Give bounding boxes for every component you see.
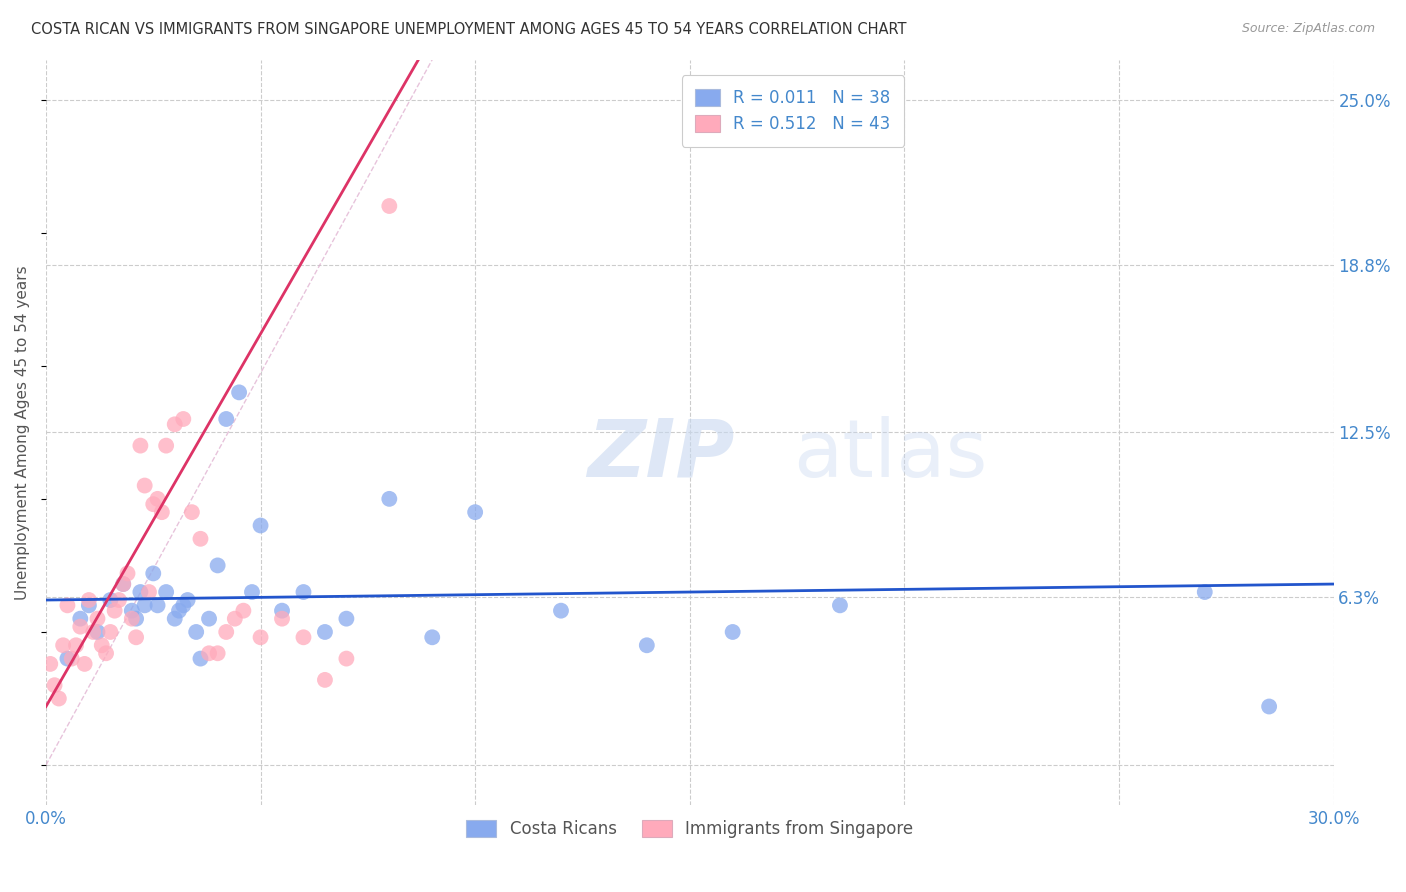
Point	[249, 630, 271, 644]
Text: ZIP: ZIP	[586, 416, 734, 493]
Point	[550, 604, 572, 618]
Point	[52, 638, 75, 652]
Point	[207, 558, 229, 573]
Point	[335, 612, 357, 626]
Point	[155, 439, 177, 453]
Point	[90, 638, 112, 652]
Point	[636, 638, 658, 652]
Point	[108, 593, 131, 607]
Point	[121, 612, 143, 626]
Point	[378, 491, 401, 506]
Text: COSTA RICAN VS IMMIGRANTS FROM SINGAPORE UNEMPLOYMENT AMONG AGES 45 TO 54 YEARS : COSTA RICAN VS IMMIGRANTS FROM SINGAPORE…	[31, 22, 907, 37]
Point	[94, 646, 117, 660]
Point	[125, 630, 148, 644]
Point	[60, 651, 83, 665]
Point	[146, 599, 169, 613]
Point	[240, 585, 263, 599]
Point	[1258, 699, 1281, 714]
Point	[420, 630, 443, 644]
Point	[129, 585, 152, 599]
Point	[134, 599, 156, 613]
Point	[98, 593, 121, 607]
Text: atlas: atlas	[793, 416, 987, 493]
Point	[125, 612, 148, 626]
Point	[464, 505, 486, 519]
Point	[163, 612, 186, 626]
Point	[65, 638, 87, 652]
Point	[232, 604, 254, 618]
Point	[271, 604, 294, 618]
Point	[121, 604, 143, 618]
Point	[186, 624, 208, 639]
Point	[249, 518, 271, 533]
Point	[228, 385, 250, 400]
Point	[314, 673, 336, 687]
Point	[44, 678, 66, 692]
Point	[215, 412, 238, 426]
Point	[69, 620, 91, 634]
Point	[190, 532, 212, 546]
Point	[77, 593, 100, 607]
Point	[292, 585, 315, 599]
Point	[180, 505, 202, 519]
Point	[207, 646, 229, 660]
Point	[1194, 585, 1216, 599]
Point	[167, 604, 190, 618]
Point	[224, 612, 246, 626]
Point	[176, 593, 198, 607]
Point	[48, 691, 70, 706]
Text: Source: ZipAtlas.com: Source: ZipAtlas.com	[1241, 22, 1375, 36]
Point	[292, 630, 315, 644]
Point	[117, 566, 139, 581]
Point	[112, 577, 135, 591]
Point	[134, 478, 156, 492]
Point	[721, 624, 744, 639]
Point	[215, 624, 238, 639]
Point	[172, 412, 194, 426]
Point	[56, 599, 79, 613]
Point	[172, 599, 194, 613]
Point	[138, 585, 160, 599]
Point	[69, 612, 91, 626]
Point	[86, 624, 108, 639]
Point	[56, 651, 79, 665]
Point	[39, 657, 62, 671]
Point	[828, 599, 851, 613]
Point	[146, 491, 169, 506]
Point	[314, 624, 336, 639]
Point	[104, 604, 127, 618]
Point	[198, 612, 221, 626]
Point	[163, 417, 186, 432]
Point	[190, 651, 212, 665]
Point	[86, 612, 108, 626]
Point	[198, 646, 221, 660]
Point	[98, 624, 121, 639]
Point	[335, 651, 357, 665]
Point	[82, 624, 104, 639]
Point	[77, 599, 100, 613]
Point	[129, 439, 152, 453]
Point	[73, 657, 96, 671]
Point	[155, 585, 177, 599]
Point	[378, 199, 401, 213]
Point	[150, 505, 173, 519]
Legend: Costa Ricans, Immigrants from Singapore: Costa Ricans, Immigrants from Singapore	[460, 814, 920, 845]
Point	[142, 566, 165, 581]
Point	[142, 497, 165, 511]
Y-axis label: Unemployment Among Ages 45 to 54 years: Unemployment Among Ages 45 to 54 years	[15, 265, 30, 599]
Point	[112, 577, 135, 591]
Point	[271, 612, 294, 626]
